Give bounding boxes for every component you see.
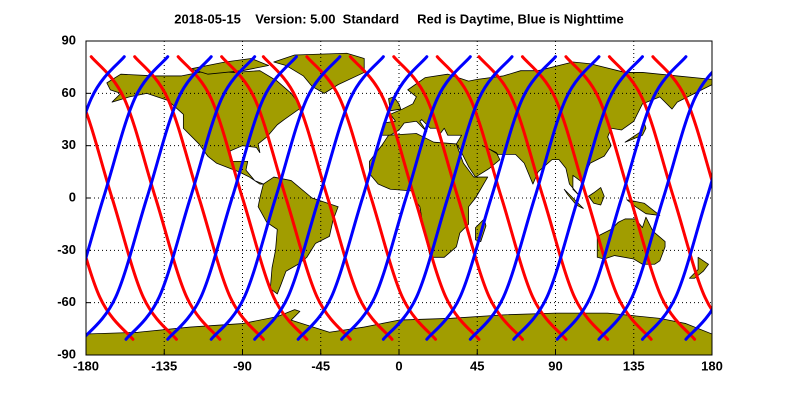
indonesia [564,189,583,208]
y-tick-label: 30 [62,137,76,152]
ground-track [86,55,712,341]
greenland [274,53,364,93]
y-tick-label: 0 [69,189,76,204]
north-america [107,71,302,184]
ground-track [86,55,712,341]
y-tick-label: -60 [57,294,76,309]
y-tick-label: 90 [62,32,76,47]
label-layer: -180 -135 -90 -45 0 45 90 135 180 -90 -60 -30 0 30 60 9… [57,32,723,373]
chart-title: 2018-05-15 Version: 5.00 Standard Red is… [174,11,623,26]
x-tick-label: -135 [151,358,177,373]
plot-frame [85,40,713,356]
new-zealand [689,257,708,278]
x-tick-label: -180 [73,358,99,373]
x-tick-label: 180 [701,358,723,373]
x-tick-label: 90 [548,358,562,373]
y-tick-label: -30 [57,242,76,257]
antarctica [86,310,712,355]
y-tick-label: 60 [62,85,76,100]
x-tick-label: 45 [470,358,484,373]
x-tick-label: 0 [395,358,402,373]
x-tick-label: -45 [311,358,330,373]
track-layer [86,55,712,341]
x-tick-label: -90 [233,358,252,373]
y-tick-label: -90 [57,346,76,361]
x-tick-label: 135 [623,358,645,373]
borneo [589,188,605,205]
